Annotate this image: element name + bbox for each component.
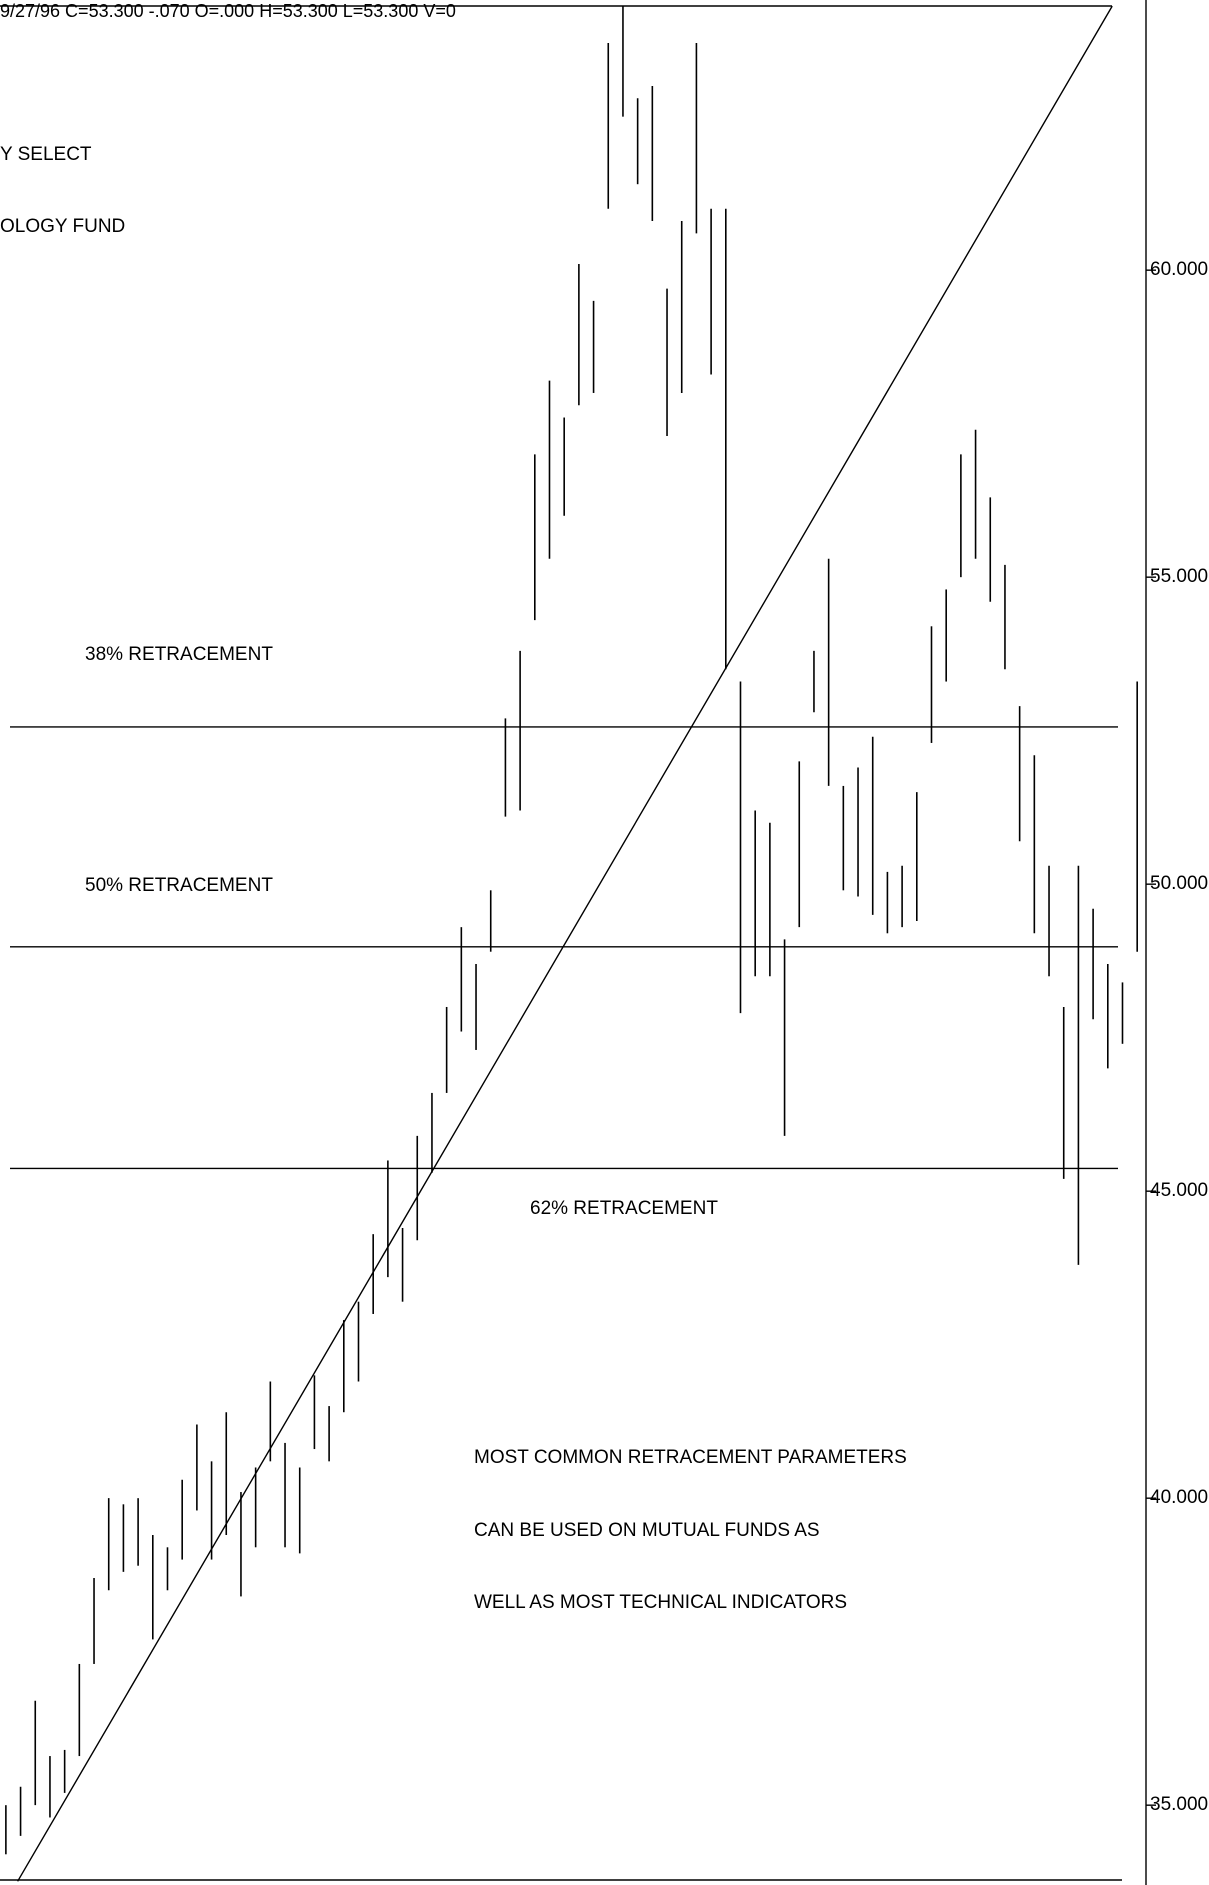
y-tick-label: 60.000	[1150, 259, 1208, 280]
title: OLOGY FUND	[0, 216, 125, 237]
y-tick-label: 45.000	[1150, 1180, 1208, 1201]
note: MOST COMMON RETRACEMENT PARAMETERS	[474, 1447, 907, 1468]
y-tick-label: 35.000	[1150, 1794, 1208, 1815]
level-label: 50% RETRACEMENT	[85, 875, 273, 896]
level-label: 38% RETRACEMENT	[85, 644, 273, 665]
note: CAN BE USED ON MUTUAL FUNDS AS	[474, 1520, 820, 1541]
level-label: 62% RETRACEMENT	[530, 1198, 718, 1219]
y-tick-label: 55.000	[1150, 566, 1208, 587]
trend-line	[17, 5, 1113, 1882]
title: Y SELECT	[0, 144, 92, 165]
y-tick-label: 50.000	[1150, 873, 1208, 894]
y-tick-label: 40.000	[1150, 1487, 1208, 1508]
note: WELL AS MOST TECHNICAL INDICATORS	[474, 1592, 847, 1613]
header: 9/27/96 C=53.300 -.070 O=.000 H=53.300 L…	[0, 1, 456, 21]
